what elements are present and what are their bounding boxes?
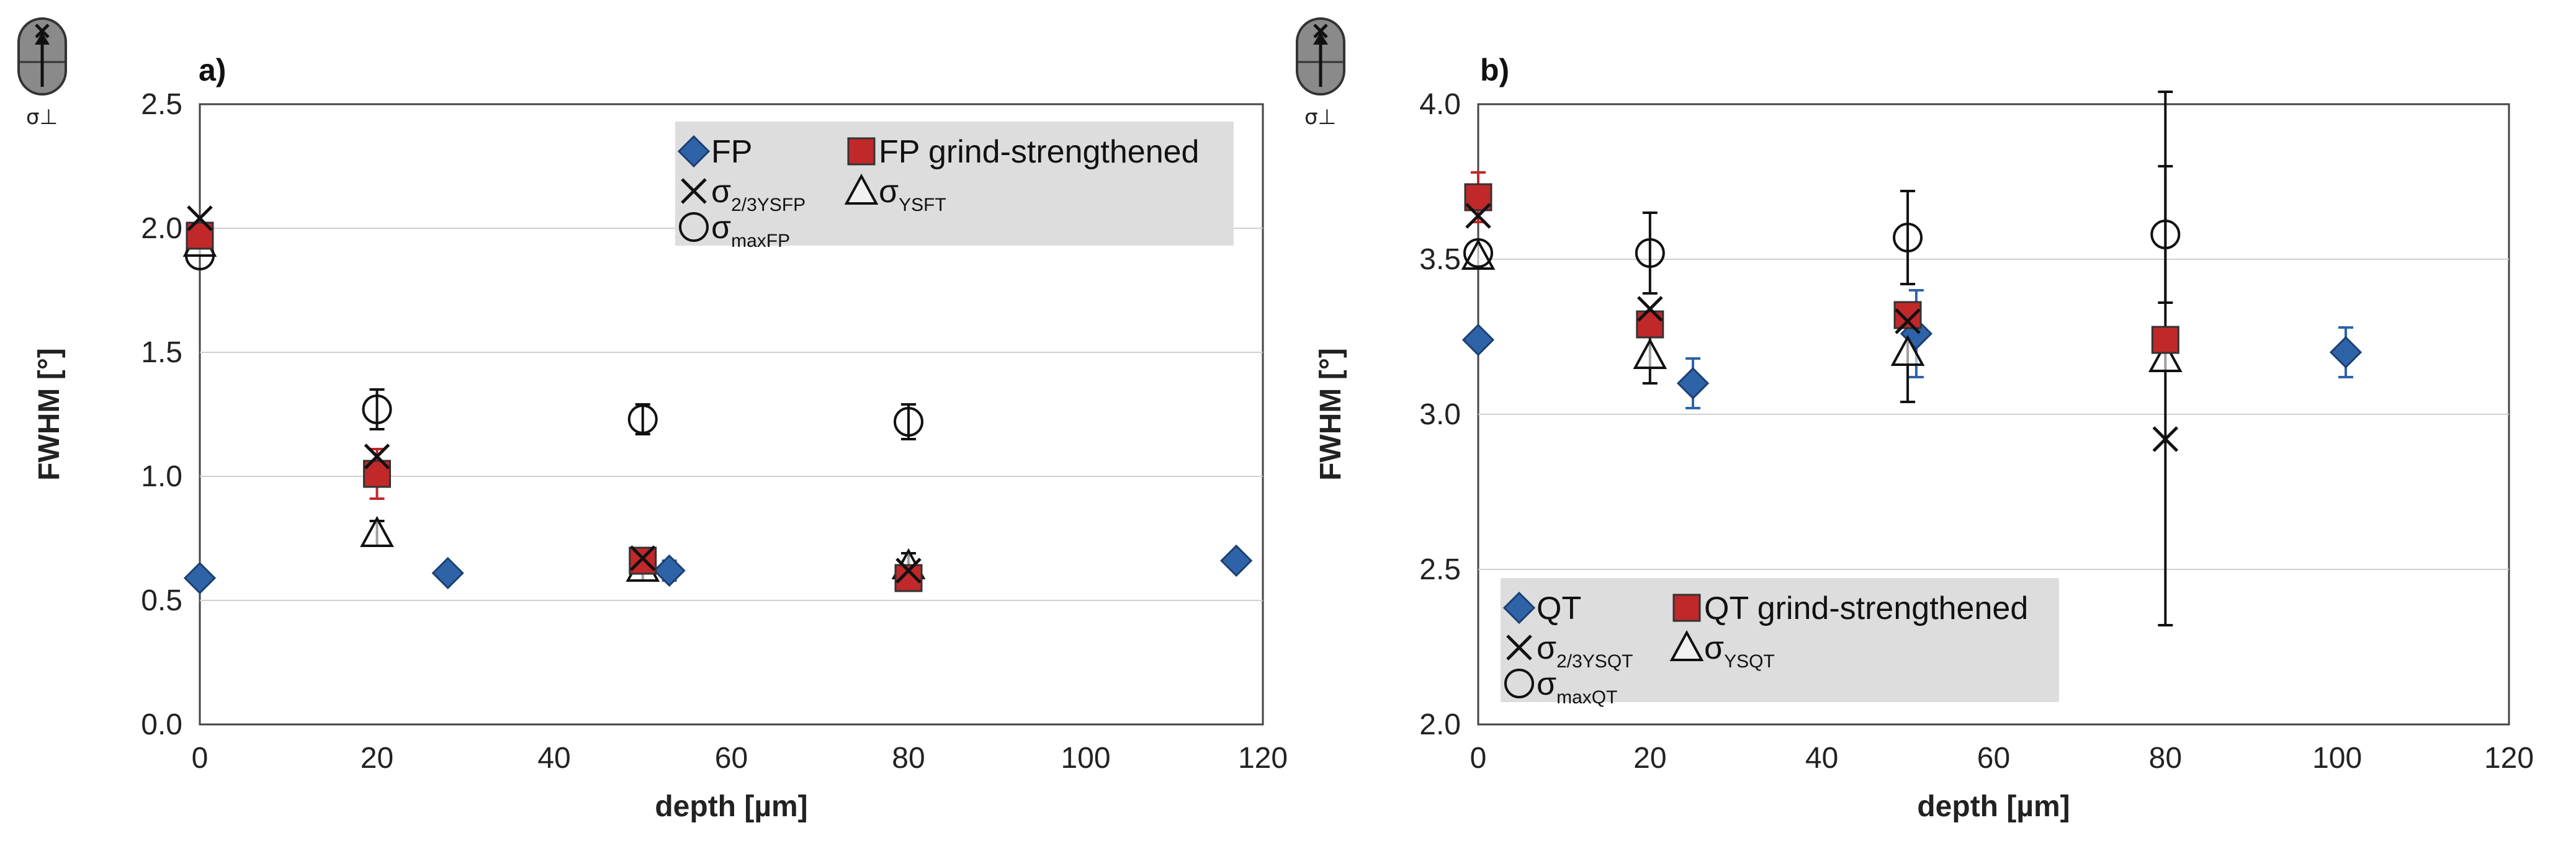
- point-b-x-0: [1465, 203, 1491, 229]
- legend-marker-b-circle: [1504, 669, 1534, 698]
- point-b-square-1: [1636, 310, 1664, 339]
- point-b-x-3: [2152, 426, 2179, 452]
- x-axis-label-b: depth [µm]: [1917, 790, 2070, 823]
- x-tick-label-a-3: 60: [715, 742, 748, 775]
- point-b-circle-1: [1635, 238, 1665, 268]
- x-tick-label-a-0: 0: [192, 742, 209, 775]
- y-tick-label-a-3: 1.5: [141, 336, 182, 369]
- point-b-x-1: [1637, 296, 1663, 322]
- point-a-diamond-2: [653, 554, 686, 587]
- point-b-square-3: [2151, 326, 2179, 354]
- y-axis-label-b: FWHM [°]: [1314, 348, 1347, 481]
- point-b-circle-3: [2150, 220, 2181, 249]
- orientation-icon-a: [17, 17, 67, 96]
- error-bar-b-4-3: [2158, 165, 2173, 304]
- point-b-diamond-3: [2329, 336, 2363, 369]
- orientation-label-a: σ⊥: [26, 105, 58, 130]
- legend-box-b: [1501, 578, 2059, 702]
- legend-label-a-square: FP grind-strengthened: [879, 134, 1199, 170]
- plot-b: 2.0 2.5 3.0 3.5 4.0 0 20 40 60 80 100 120 depth [µm]…: [1314, 88, 2534, 823]
- x-tick-label-b-6: 120: [2484, 742, 2534, 775]
- x-tick-label-b-4: 80: [2149, 742, 2182, 775]
- x-tick-label-a-2: 40: [537, 742, 570, 775]
- point-a-x-0: [187, 205, 213, 231]
- point-a-triangle-1: [360, 515, 394, 547]
- point-b-triangle-3: [2148, 341, 2183, 372]
- point-a-diamond-3: [1220, 544, 1253, 577]
- legend-label-b-square: QT grind-strengthened: [1704, 590, 2028, 626]
- x-axis-label-a: depth [µm]: [655, 790, 807, 823]
- error-bar-b-4-2: [1900, 190, 1916, 285]
- x-tick-label-a-4: 80: [892, 742, 925, 775]
- x-tick-label-b-2: 40: [1805, 742, 1838, 775]
- orientation-icon-b: [1296, 17, 1345, 96]
- legend-marker-b-x: [1506, 634, 1532, 661]
- y-tick-label-b-3: 3.5: [1419, 243, 1461, 276]
- point-b-square-2: [1893, 301, 1922, 329]
- point-b-diamond-1: [1676, 367, 1710, 400]
- y-tick-label-b-4: 4.0: [1419, 88, 1461, 121]
- y-tick-label-a-4: 2.0: [141, 212, 182, 245]
- y-tick-label-a-1: 0.5: [141, 584, 182, 617]
- point-a-circle-1: [362, 394, 392, 424]
- legend-box-a: [675, 122, 1234, 246]
- point-a-circle-2: [627, 404, 658, 434]
- orientation-label-b: σ⊥: [1304, 105, 1336, 130]
- point-a-circle-3: [894, 407, 923, 437]
- y-tick-label-b-0: 2.0: [1419, 708, 1461, 741]
- panel-label-a: a): [199, 53, 226, 87]
- panel-b: σ⊥ b): [1296, 17, 1509, 130]
- x-tick-label-a-5: 100: [1061, 742, 1110, 775]
- point-a-diamond-0: [183, 561, 217, 595]
- x-tick-label-b-3: 60: [1977, 742, 2010, 775]
- x-tick-label-a-6: 120: [1238, 742, 1288, 775]
- point-a-x-3: [895, 558, 922, 584]
- point-a-square-2: [629, 546, 657, 575]
- y-tick-label-a-5: 2.5: [141, 88, 182, 121]
- y-tick-label-b-2: 3.0: [1419, 398, 1461, 431]
- plot-a: 0.0 0.5 1.0 1.5 2.0 2.5 0 20 40 60 80 100 120 depth […: [33, 88, 1288, 823]
- panel-a: σ⊥ a): [17, 17, 226, 130]
- legend-label-b-diamond: QT: [1537, 590, 1581, 626]
- point-b-triangle-0: [1461, 238, 1496, 270]
- point-b-circle-2: [1893, 223, 1923, 252]
- x-tick-label-a-1: 20: [361, 742, 393, 775]
- y-tick-label-b-1: 2.5: [1419, 553, 1461, 586]
- legend-marker-a-x: [681, 178, 707, 204]
- y-axis-label-a: FWHM [°]: [33, 348, 66, 481]
- point-b-x-2: [1895, 308, 1921, 334]
- legend-marker-a-circle: [679, 212, 709, 242]
- panel-label-b: b): [1480, 53, 1509, 87]
- point-b-triangle-2: [1890, 334, 1925, 366]
- y-tick-label-a-0: 0.0: [141, 708, 182, 741]
- point-b-diamond-0: [1461, 323, 1495, 357]
- legend-marker-a-triangle: [844, 173, 879, 205]
- legend-marker-b-triangle: [1669, 630, 1704, 661]
- y-tick-label-a-2: 1.0: [141, 460, 182, 493]
- point-a-x-1: [364, 443, 390, 470]
- legend-marker-a-square: [847, 137, 876, 166]
- point-a-square-0: [186, 221, 214, 250]
- error-bar-a-4-3: [901, 403, 916, 440]
- legend-label-a-diamond: FP: [711, 134, 752, 170]
- legend-marker-b-square: [1672, 594, 1701, 622]
- legend-marker-b-diamond: [1502, 591, 1536, 625]
- error-bar-b-4-1: [1642, 212, 1658, 295]
- x-tick-label-b-0: 0: [1470, 742, 1487, 775]
- point-a-diamond-1: [431, 556, 464, 590]
- x-tick-label-b-5: 100: [2312, 742, 2362, 775]
- point-b-triangle-1: [1633, 337, 1667, 369]
- point-b-circle-0: [1463, 238, 1493, 268]
- x-tick-label-b-1: 20: [1633, 742, 1666, 775]
- legend-marker-a-diamond: [677, 135, 711, 168]
- point-a-x-2: [629, 545, 656, 571]
